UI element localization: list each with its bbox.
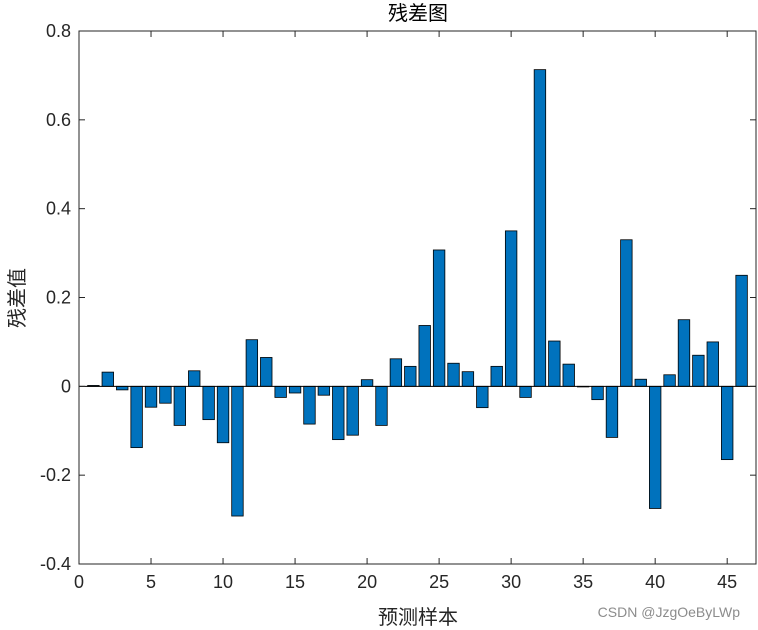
bar-30 [504, 230, 518, 387]
bar-3 [116, 385, 129, 391]
x-tick-label-35: 35 [573, 572, 593, 592]
bar-19 [346, 385, 359, 436]
bar-45 [721, 385, 734, 461]
y-tick-label-0: -0.4 [40, 554, 71, 574]
bar-6 [159, 385, 172, 404]
x-tick-label-40: 40 [645, 572, 665, 592]
bar-36 [591, 385, 604, 401]
y-tick-label-2: 0 [61, 376, 71, 396]
x-tick-label-25: 25 [429, 572, 449, 592]
bar-17 [317, 385, 331, 396]
bar-28 [476, 385, 489, 409]
x-tick-label-30: 30 [501, 572, 521, 592]
watermark-text: CSDN @JzgOeByLWp [597, 604, 740, 620]
bar-10 [216, 385, 230, 444]
x-tick-label-20: 20 [357, 572, 377, 592]
bar-21 [375, 385, 388, 426]
axes: 0 5 10 15 20 25 30 35 40 45 -0.4 -0.2 0 0.2 0.4 0.6 0.8 [40, 21, 757, 592]
bar-8 [188, 370, 201, 387]
bar-32 [533, 69, 547, 387]
plot-area-frame [78, 30, 757, 565]
bar-41 [663, 374, 676, 387]
bar-7 [173, 385, 186, 426]
x-axis-label: 预测样本 [378, 605, 458, 629]
bar-4 [130, 385, 143, 449]
y-tick-label-1: -0.2 [40, 465, 71, 485]
x-tick-label-0: 0 [74, 572, 84, 592]
y-tick-label-6: 0.8 [46, 21, 71, 41]
bar-12 [245, 339, 259, 387]
y-tick-label-5: 0.6 [46, 110, 71, 130]
bar-26 [447, 362, 460, 387]
bar-13 [260, 357, 273, 387]
x-tick-label-45: 45 [717, 572, 737, 592]
bar-34 [562, 363, 575, 387]
y-tick-label-3: 0.2 [46, 288, 71, 308]
bar-11 [231, 385, 244, 517]
bar-46 [735, 274, 748, 387]
bar-9 [202, 385, 215, 421]
x-tick-label-15: 15 [285, 572, 305, 592]
bar-29 [490, 365, 503, 387]
bar-38 [620, 239, 633, 387]
x-tick-label-5: 5 [146, 572, 156, 592]
bar-14 [274, 385, 287, 398]
bar-23 [404, 365, 417, 387]
y-axis-label: 残差值 [5, 268, 29, 328]
bar-27 [461, 371, 475, 387]
bar-24 [418, 325, 431, 387]
chart-title: 残差图 [388, 1, 448, 25]
bar-16 [303, 385, 316, 425]
bar-43 [692, 354, 705, 387]
bar-44 [706, 341, 719, 387]
x-tick-label-10: 10 [213, 572, 233, 592]
y-tick-label-4: 0.4 [46, 199, 71, 219]
bar-31 [519, 385, 532, 398]
bar-18 [332, 385, 345, 441]
bar-33 [548, 340, 561, 387]
bar-25 [432, 249, 446, 387]
bar-5 [144, 385, 158, 408]
bar-40 [649, 385, 662, 509]
bar-42 [677, 319, 691, 387]
bar-39 [634, 378, 647, 387]
bar-37 [605, 385, 619, 438]
bar-2 [101, 371, 114, 387]
bar-22 [389, 358, 403, 387]
bar-15 [288, 385, 302, 394]
bar-20 [360, 379, 374, 387]
